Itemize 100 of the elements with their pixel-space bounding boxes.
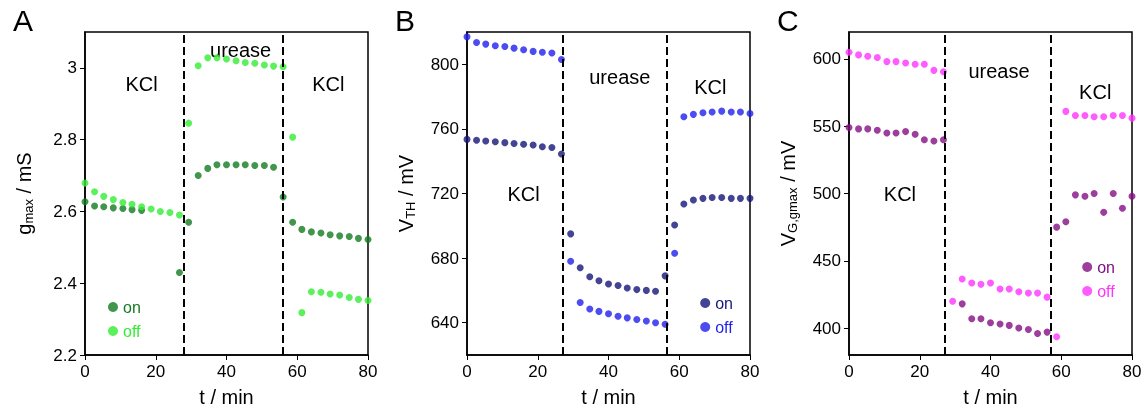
point [977,315,985,323]
point [902,128,910,136]
point [298,309,306,317]
point [920,136,928,144]
point [586,305,594,313]
point [194,172,202,180]
x-tick-label: 40 [981,362,1000,381]
point [1081,192,1089,200]
point [1062,107,1070,115]
point [958,275,966,283]
point [968,279,976,287]
point [354,234,362,242]
point [204,164,212,172]
point [623,284,631,292]
point [727,194,735,202]
point [109,196,117,204]
annotation: KCl [1079,80,1112,103]
point [213,161,221,169]
annotation: KCl [125,72,158,95]
point [251,162,259,169]
annotation: KCl [507,183,540,205]
x-tick-label: 40 [217,362,236,381]
point [736,194,744,202]
point [746,110,754,118]
x-axis-title: t / min [963,386,1018,408]
point [1062,218,1070,226]
point [289,218,297,226]
point [307,228,315,236]
y-tick-label: 2.2 [53,345,77,365]
annotation: urease [589,66,651,89]
point [652,287,660,295]
y-tick-label: 720 [430,184,459,203]
point [241,59,249,66]
point [223,161,230,169]
point [987,319,994,327]
point [671,249,679,257]
point [1043,293,1051,301]
point [354,295,362,303]
point [1090,113,1098,121]
point [605,280,612,288]
point [718,107,726,115]
point [473,39,481,46]
point [1053,333,1061,341]
point [1118,111,1126,119]
legend-label: off [123,322,142,340]
chart-title: A [13,3,34,37]
point [892,58,900,66]
point [873,126,881,134]
y-axis-title: gmax / mS [12,152,36,235]
point [855,125,863,133]
point [473,136,481,144]
y-tick-label: 3 [67,58,77,78]
point [520,46,528,54]
point [147,205,155,213]
point [260,162,268,169]
x-tick-label: 20 [910,362,930,381]
point [520,140,528,148]
x-tick-label: 0 [462,362,472,381]
y-axis-title: VG,gmax / mV [776,140,800,247]
point [81,198,89,206]
x-tick-label: 80 [740,362,760,381]
point [567,230,575,238]
point [1015,324,1023,332]
point [736,108,744,116]
point [1015,288,1023,296]
point [91,188,99,196]
point [680,113,688,121]
point [1081,111,1089,119]
point [336,291,344,299]
point [326,231,334,239]
point [204,54,212,62]
point [1034,289,1042,297]
x-axis-title: t / min [581,386,636,408]
point [109,204,117,212]
point [699,194,707,202]
point [977,280,985,288]
point [652,319,660,327]
point [298,225,306,233]
point [1100,208,1108,216]
point [548,143,556,151]
point [845,124,853,132]
point [345,233,353,241]
annotation: KCl [694,76,727,99]
y-tick-label: 640 [430,313,459,333]
point [491,138,499,146]
point [1043,328,1051,336]
point [128,200,136,208]
y-tick-label: 600 [812,49,841,69]
point [501,43,509,51]
x-tick-label: 60 [287,362,307,381]
point [911,130,919,138]
point [605,310,612,318]
point [100,203,108,211]
point [1024,289,1032,297]
point [746,194,754,202]
point [864,52,872,60]
point [911,60,919,68]
point [289,133,297,141]
point [987,279,994,287]
y-tick-label: 2.8 [53,130,77,150]
